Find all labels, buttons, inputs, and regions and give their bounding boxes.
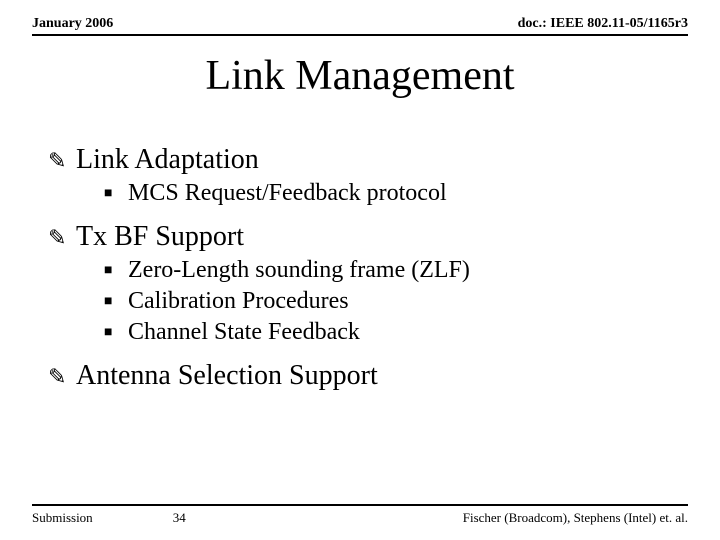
sub-bullet: ■ Calibration Procedures [104,288,672,315]
bullet-label: Antenna Selection Support [76,360,378,392]
sub-bullet-label: Calibration Procedures [128,288,349,315]
bullet-label: Link Adaptation [76,144,259,176]
sub-bullet-label: MCS Request/Feedback protocol [128,180,447,207]
square-icon: ■ [104,294,128,310]
sub-bullet-label: Channel State Feedback [128,319,360,346]
sub-bullet: ■ MCS Request/Feedback protocol [104,180,672,207]
pencil-icon: ✎ [48,148,76,174]
footer-rule [32,504,688,506]
footer: Submission 34 Fischer (Broadcom), Stephe… [32,510,688,526]
header-rule [32,34,688,36]
sub-bullet-label: Zero-Length sounding frame (ZLF) [128,257,470,284]
footer-authors: Fischer (Broadcom), Stephens (Intel) et.… [463,510,688,526]
bullet-antenna-selection: ✎ Antenna Selection Support [48,360,672,392]
square-icon: ■ [104,186,128,202]
sub-bullet: ■ Zero-Length sounding frame (ZLF) [104,257,672,284]
bullet-tx-bf-support: ✎ Tx BF Support [48,221,672,253]
square-icon: ■ [104,263,128,279]
bullet-label: Tx BF Support [76,221,244,253]
bullet-link-adaptation: ✎ Link Adaptation [48,144,672,176]
content-body: ✎ Link Adaptation ■ MCS Request/Feedback… [48,130,672,396]
footer-submission: Submission [32,510,93,526]
square-icon: ■ [104,325,128,341]
pencil-icon: ✎ [48,225,76,251]
footer-left-group: Submission 34 [32,510,186,526]
pencil-icon: ✎ [48,364,76,390]
header: January 2006 doc.: IEEE 802.11-05/1165r3 [32,16,688,32]
header-date: January 2006 [32,16,113,32]
page-title: Link Management [0,52,720,100]
sub-bullet: ■ Channel State Feedback [104,319,672,346]
header-doc-id: doc.: IEEE 802.11-05/1165r3 [518,16,688,32]
footer-page-number: 34 [173,510,186,526]
